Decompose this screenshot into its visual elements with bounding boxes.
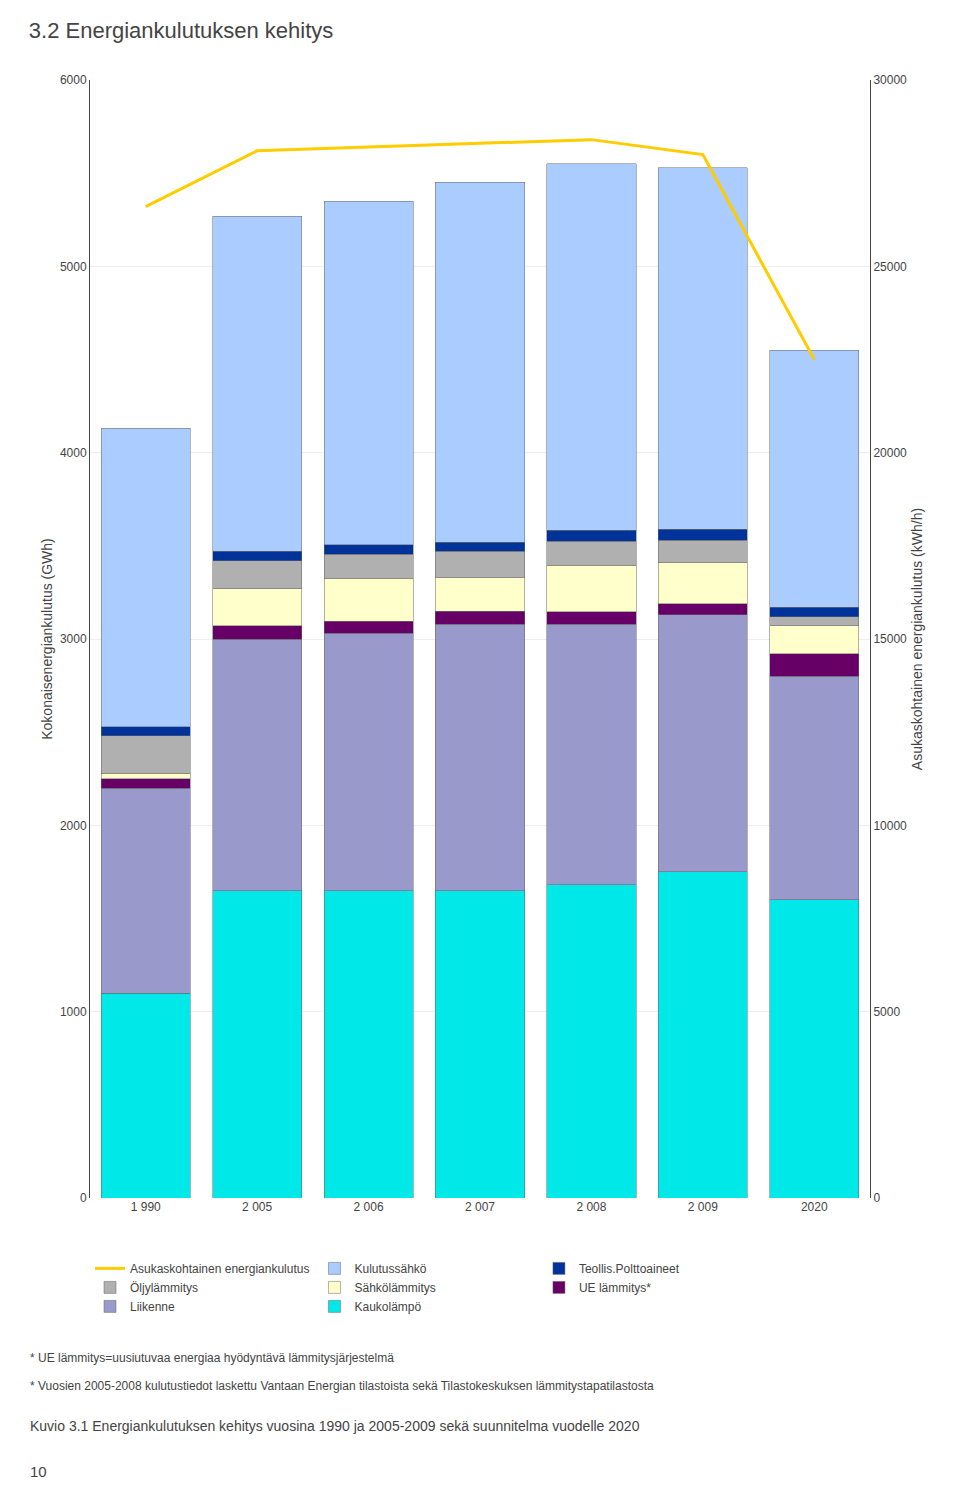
svg-text:2000: 2000 bbox=[60, 819, 87, 833]
svg-text:Kulutussähkö: Kulutussähkö bbox=[354, 1262, 426, 1276]
svg-text:2 007: 2 007 bbox=[465, 1200, 495, 1214]
svg-text:20000: 20000 bbox=[873, 446, 907, 460]
svg-text:1000: 1000 bbox=[60, 1005, 87, 1019]
svg-text:0: 0 bbox=[873, 1191, 880, 1205]
svg-text:UE lämmitys*: UE lämmitys* bbox=[579, 1281, 651, 1295]
svg-text:30000: 30000 bbox=[873, 73, 907, 87]
svg-text:2 006: 2 006 bbox=[354, 1200, 384, 1214]
svg-text:Kaukolämpö: Kaukolämpö bbox=[354, 1300, 421, 1314]
svg-text:3000: 3000 bbox=[60, 632, 87, 646]
svg-text:Liikenne: Liikenne bbox=[130, 1300, 175, 1314]
svg-text:3.2 Energiankulutuksen kehitys: 3.2 Energiankulutuksen kehitys bbox=[29, 18, 334, 43]
svg-text:5000: 5000 bbox=[60, 260, 87, 274]
svg-text:Öljylämmitys: Öljylämmitys bbox=[130, 1281, 198, 1295]
svg-text:* UE lämmitys=uusiutuvaa energ: * UE lämmitys=uusiutuvaa energiaa hyödyn… bbox=[30, 1351, 394, 1365]
svg-text:* Vuosien 2005-2008 kulutustie: * Vuosien 2005-2008 kulutustiedot lasket… bbox=[30, 1379, 654, 1393]
svg-text:0: 0 bbox=[80, 1191, 87, 1205]
svg-text:2020: 2020 bbox=[801, 1200, 828, 1214]
svg-text:Kuvio 3.1 Energiankulutuksen k: Kuvio 3.1 Energiankulutuksen kehitys vuo… bbox=[30, 1418, 640, 1434]
svg-text:10000: 10000 bbox=[873, 819, 907, 833]
svg-text:Sähkölämmitys: Sähkölämmitys bbox=[354, 1281, 435, 1295]
svg-text:Kokonaisenergiankulutus (GWh): Kokonaisenergiankulutus (GWh) bbox=[39, 538, 55, 740]
svg-text:2 005: 2 005 bbox=[242, 1200, 272, 1214]
svg-text:10: 10 bbox=[30, 1463, 47, 1480]
svg-text:Teollis.Polttoaineet: Teollis.Polttoaineet bbox=[579, 1262, 680, 1276]
svg-text:15000: 15000 bbox=[873, 632, 907, 646]
svg-text:2 008: 2 008 bbox=[576, 1200, 606, 1214]
svg-text:6000: 6000 bbox=[60, 73, 87, 87]
svg-text:2 009: 2 009 bbox=[688, 1200, 718, 1214]
svg-text:Asukaskohtainen energiankulutu: Asukaskohtainen energiankulutus bbox=[130, 1262, 309, 1276]
svg-text:Asukaskohtainen energiankulutu: Asukaskohtainen energiankulutus (kWh/h) bbox=[909, 508, 925, 770]
svg-text:5000: 5000 bbox=[873, 1005, 900, 1019]
svg-text:4000: 4000 bbox=[60, 446, 87, 460]
svg-text:25000: 25000 bbox=[873, 260, 907, 274]
svg-text:1 990: 1 990 bbox=[131, 1200, 161, 1214]
